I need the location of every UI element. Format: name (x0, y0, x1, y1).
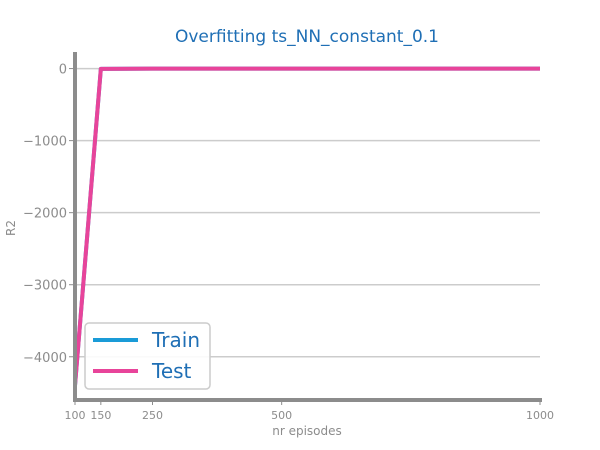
y-tick-label: 0 (59, 63, 67, 78)
x-axis-label: nr episodes (272, 424, 342, 438)
x-ticks: 100 150 250 500 1000 (65, 400, 554, 422)
y-tick-label: −2000 (23, 207, 67, 222)
x-tick-label: 150 (90, 409, 111, 422)
y-tick-label: −3000 (23, 279, 67, 294)
x-tick-label: 250 (142, 409, 163, 422)
series-lines (73, 66, 540, 386)
x-tick-label: 1000 (526, 409, 554, 422)
series-line-test (73, 66, 540, 386)
x-tick-label: 500 (271, 409, 292, 422)
y-ticks: 0 −1000 −2000 −3000 −4000 (23, 63, 75, 366)
grid (75, 67, 540, 358)
y-tick-label: −4000 (23, 351, 67, 366)
y-axis-label: R2 (4, 220, 18, 236)
legend: Train Test (84, 322, 211, 390)
y-tick-label: −1000 (23, 135, 67, 150)
x-tick-label: 100 (65, 409, 86, 422)
legend-label-test: Test (151, 359, 192, 383)
legend-label-train: Train (151, 328, 200, 352)
chart-title: Overfitting ts_NN_constant_0.1 (175, 27, 439, 47)
